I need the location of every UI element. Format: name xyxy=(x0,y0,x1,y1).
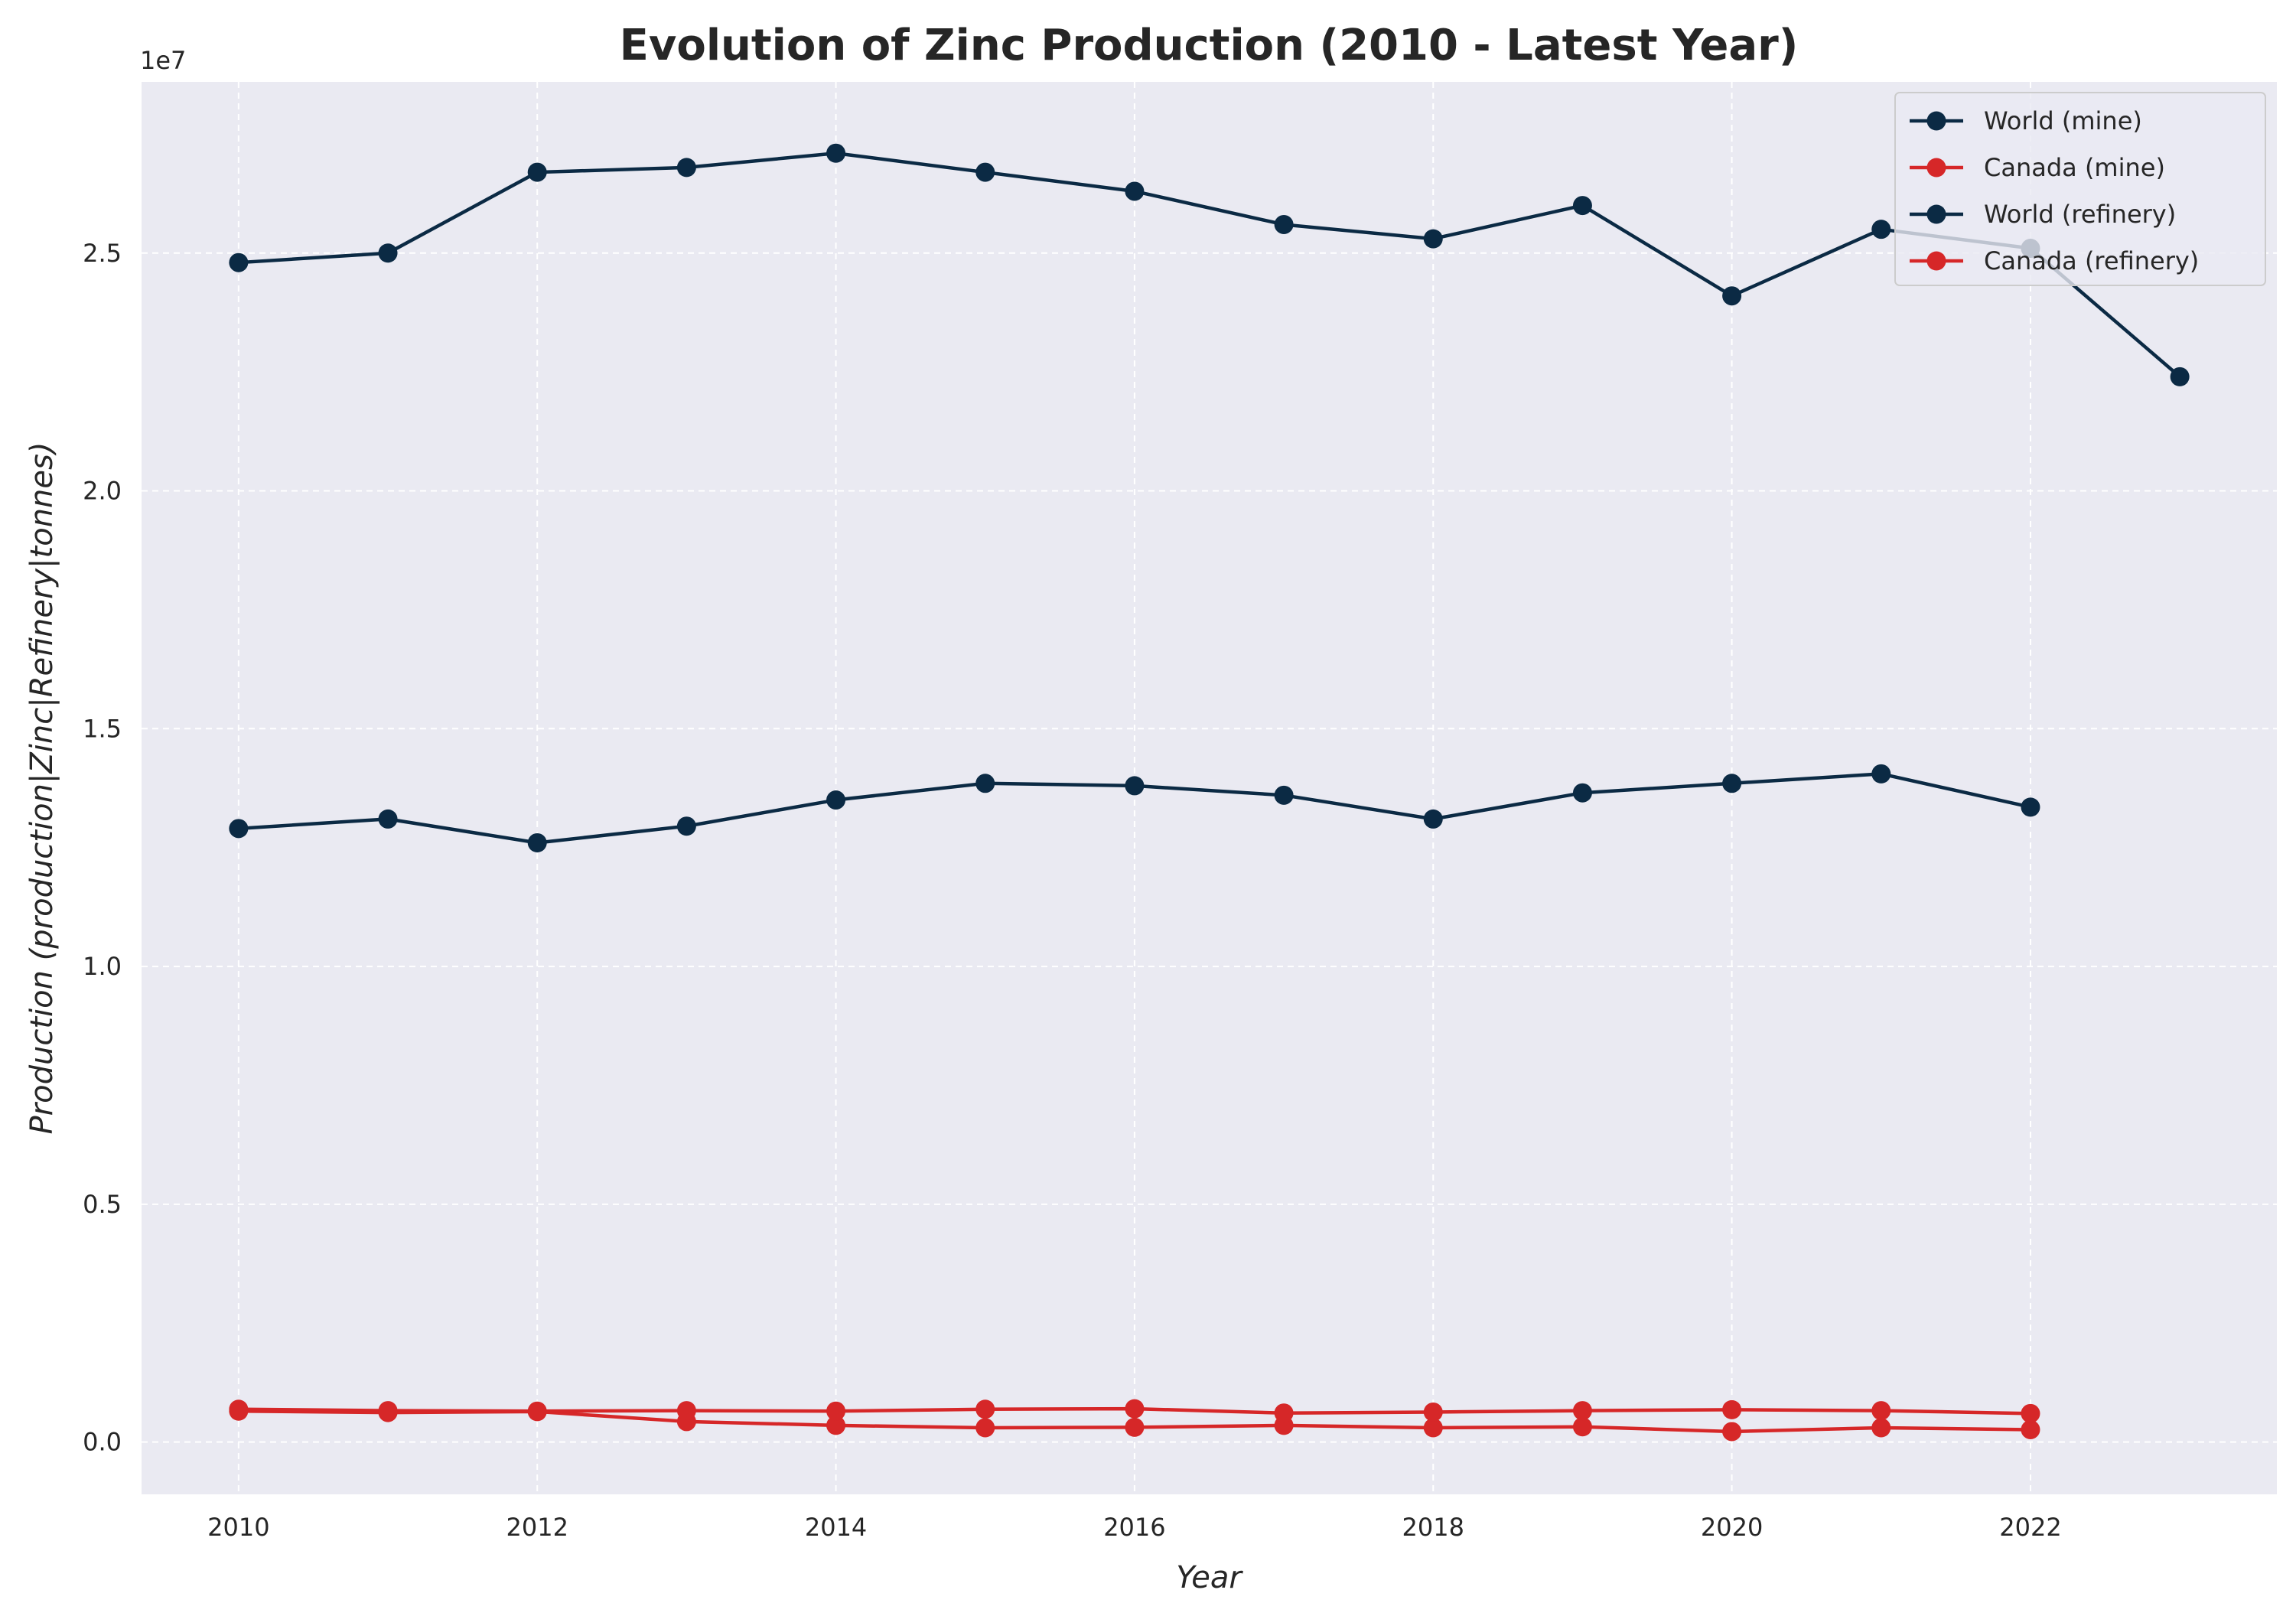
y-tick-label: 1.5 xyxy=(83,714,122,743)
data-point xyxy=(1572,1401,1592,1421)
y-axis-ticks: 0.0 0.5 1.0 1.5 2.0 2.5 xyxy=(83,239,122,1457)
y-axis-label: Production (production|Zinc|Refinery|ton… xyxy=(24,442,60,1135)
data-point xyxy=(527,162,547,182)
data-point xyxy=(1125,1399,1145,1419)
grid-lines xyxy=(142,82,2277,1494)
data-point xyxy=(229,252,249,272)
y-axis-offset-label: 1e7 xyxy=(140,46,186,75)
data-point xyxy=(1274,1403,1294,1423)
data-point xyxy=(1572,1417,1592,1437)
plot-area xyxy=(142,82,2277,1494)
data-point xyxy=(1423,1402,1443,1422)
data-point xyxy=(1871,1401,1891,1421)
data-point xyxy=(1125,181,1145,201)
data-point xyxy=(1722,774,1742,793)
legend: World (mine) Canada (mine) World (refinery… xyxy=(1894,92,2266,286)
data-point xyxy=(2021,1419,2040,1439)
legend-box xyxy=(1894,92,2266,286)
legend-marker xyxy=(1926,158,1946,178)
series-markers xyxy=(229,143,2190,1442)
x-tick-label: 2018 xyxy=(1402,1513,1464,1542)
x-tick-label: 2022 xyxy=(1999,1513,2061,1542)
data-point xyxy=(2170,367,2190,386)
data-point xyxy=(378,1401,398,1421)
data-point xyxy=(229,819,249,839)
data-point xyxy=(1423,229,1443,249)
legend-marker xyxy=(1926,204,1946,224)
legend-label: Canada (refinery) xyxy=(1984,246,2199,275)
data-point xyxy=(1722,1422,1742,1442)
x-tick-label: 2010 xyxy=(207,1513,269,1542)
data-point xyxy=(378,243,398,263)
data-point xyxy=(975,1418,995,1438)
data-point xyxy=(2021,1403,2040,1423)
x-tick-label: 2014 xyxy=(805,1513,867,1542)
x-axis-ticks: 2010 2012 2014 2016 2018 2020 2022 xyxy=(207,1513,2062,1542)
data-point xyxy=(1871,1418,1891,1438)
x-axis-label: Year xyxy=(1176,1560,1243,1595)
chart-title: Evolution of Zinc Production (2010 - Lat… xyxy=(620,21,1799,70)
data-point xyxy=(826,143,846,163)
data-point xyxy=(975,774,995,793)
x-tick-label: 2016 xyxy=(1103,1513,1165,1542)
data-point xyxy=(2021,797,2040,817)
legend-marker xyxy=(1926,251,1946,271)
y-tick-label: 2.5 xyxy=(83,239,122,268)
data-point xyxy=(1125,1417,1145,1437)
data-point xyxy=(676,158,696,178)
x-tick-label: 2012 xyxy=(506,1513,568,1542)
data-point xyxy=(1274,214,1294,234)
data-point xyxy=(1871,764,1891,784)
y-tick-label: 0.5 xyxy=(83,1190,122,1219)
y-tick-label: 2.0 xyxy=(83,477,122,506)
data-point xyxy=(527,832,547,852)
data-point xyxy=(975,1399,995,1419)
legend-label: World (mine) xyxy=(1984,106,2142,135)
data-point xyxy=(676,816,696,836)
x-tick-label: 2020 xyxy=(1701,1513,1763,1542)
y-tick-label: 0.0 xyxy=(83,1428,122,1457)
legend-label: World (refinery) xyxy=(1984,200,2176,229)
legend-label: Canada (mine) xyxy=(1984,153,2165,182)
data-point xyxy=(1423,809,1443,829)
data-point xyxy=(1871,220,1891,239)
data-point xyxy=(1722,286,1742,306)
data-point xyxy=(676,1401,696,1421)
data-point xyxy=(826,1401,846,1421)
y-tick-label: 1.0 xyxy=(83,952,122,981)
data-point xyxy=(1722,1399,1742,1419)
data-point xyxy=(1572,783,1592,803)
data-point xyxy=(229,1399,249,1419)
data-point xyxy=(378,809,398,829)
data-point xyxy=(826,1416,846,1435)
data-point xyxy=(1274,785,1294,805)
series-line xyxy=(238,151,2181,379)
data-point xyxy=(826,790,846,810)
legend-marker xyxy=(1926,111,1946,131)
data-point xyxy=(1125,776,1145,796)
data-point xyxy=(527,1401,547,1421)
data-point xyxy=(1572,196,1592,216)
data-point xyxy=(975,162,995,182)
data-point xyxy=(1423,1418,1443,1438)
